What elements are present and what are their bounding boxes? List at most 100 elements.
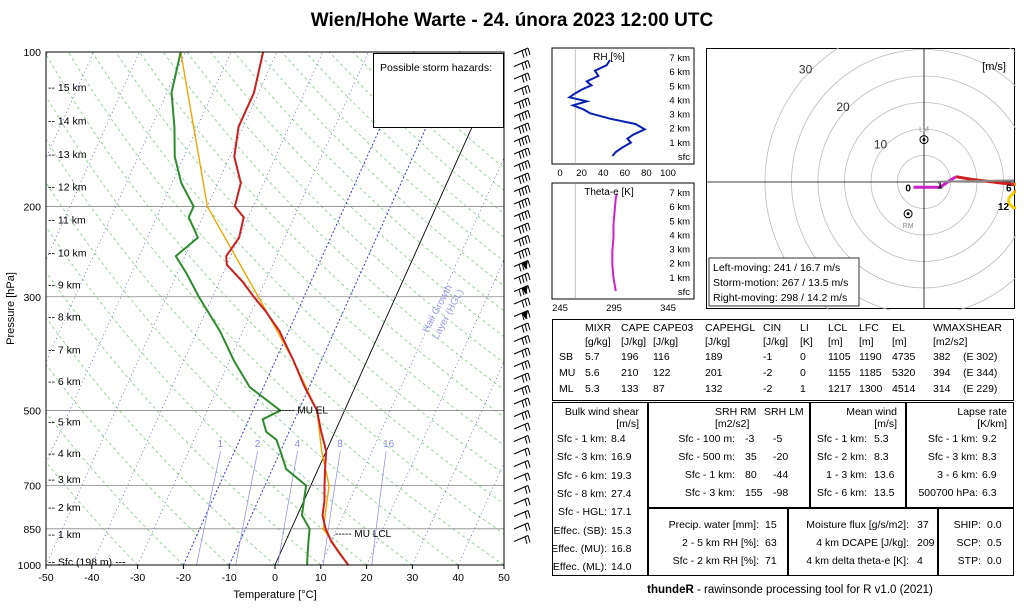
wind-barb xyxy=(513,372,531,383)
barb-pennant xyxy=(522,310,528,320)
param-row-label: ML xyxy=(559,383,574,395)
param-unit: [J/kg] xyxy=(705,336,731,348)
box-row-label: 4 km delta theta-e [K]: xyxy=(806,555,909,567)
temperature-curve xyxy=(225,52,350,565)
barb-staff xyxy=(513,497,529,505)
panel-label: RH [%] xyxy=(593,52,625,63)
barb-flag xyxy=(527,322,531,331)
barb-flag xyxy=(524,61,528,69)
param-value: 4735 xyxy=(892,351,916,363)
level-label: 2 km xyxy=(669,124,690,135)
barb-flag xyxy=(524,499,528,507)
barb-staff xyxy=(513,322,529,330)
barb-flag xyxy=(527,285,531,293)
box-row-value: 209 xyxy=(917,537,935,549)
box-row-label: Sfc - 1 km: xyxy=(927,433,978,445)
level-label: 4 km xyxy=(669,230,690,241)
barb-flag xyxy=(521,412,525,421)
barb-flag xyxy=(524,374,528,382)
box-row-value: 71 xyxy=(765,555,777,567)
param-value: 87 xyxy=(653,383,665,395)
wind-barb xyxy=(513,397,531,408)
box-row-label: 3 - 6 km: xyxy=(937,469,978,481)
barb-flag xyxy=(518,226,522,235)
x-tick-label: 50 xyxy=(498,572,510,584)
wind-barb xyxy=(513,210,531,222)
param-header: CAPEHGL xyxy=(705,322,756,334)
param-value: 1217 xyxy=(828,383,852,395)
barb-flag xyxy=(527,435,531,443)
barb-flag xyxy=(524,174,528,182)
level-label: 1 km xyxy=(669,138,690,149)
y-axis-label: Pressure [hPa] xyxy=(5,272,17,345)
storm-hazards-label: Possible storm hazards: xyxy=(380,62,493,74)
barb-flag xyxy=(527,97,531,106)
height-label: -- 12 km xyxy=(48,182,87,194)
barb-flag xyxy=(524,474,528,482)
wind-barb xyxy=(513,60,531,71)
height-label: -- Sfc (198 m) --- xyxy=(48,557,126,569)
wind-barb xyxy=(513,410,531,421)
param-value: 196 xyxy=(621,351,639,363)
barb-pennant xyxy=(522,260,528,270)
parameters-table: MIXR [g/kg] CAPE [J/kg] CAPE03 [J/kg] CAPEHGL[… xyxy=(552,319,1014,401)
box-row-label: 1 - 3 km: xyxy=(826,469,867,481)
barb-staff xyxy=(513,135,529,142)
pressure-tick-label: 300 xyxy=(23,292,41,304)
wind-barb xyxy=(513,147,531,160)
box-row-label: Sfc - 6 km: xyxy=(816,487,867,499)
wind-barb xyxy=(513,522,531,532)
box-row-value: 8.3 xyxy=(874,451,889,463)
wind-barb xyxy=(513,160,531,172)
height-label: -- 2 km xyxy=(48,502,81,514)
param-header: CAPE03 xyxy=(653,322,694,334)
barb-flag xyxy=(521,275,525,283)
box-row-value: 27.4 xyxy=(611,487,632,500)
barb-staff xyxy=(513,360,529,367)
box-row-value: 16.9 xyxy=(611,451,632,464)
param-header: LFC xyxy=(859,322,879,334)
dry-adiabat xyxy=(67,52,504,505)
srh-unit: [m2/s2] xyxy=(715,418,750,430)
barb-flag xyxy=(527,210,531,218)
barb-flag xyxy=(527,260,531,268)
barb-staff xyxy=(513,472,529,480)
wind-barb xyxy=(513,135,531,147)
isotherm xyxy=(182,52,415,565)
barb-flag xyxy=(518,289,522,297)
wind-barb xyxy=(513,535,531,544)
x-tick-label: 30 xyxy=(407,572,419,584)
barb-flag xyxy=(524,224,528,232)
barb-flag xyxy=(521,225,525,233)
box-row-value: 15 xyxy=(765,519,777,531)
barb-flag xyxy=(524,349,528,357)
barb-flag xyxy=(527,497,531,506)
param-unit: [m] xyxy=(859,336,874,348)
x-tick-label: 0 xyxy=(272,572,278,584)
box-row-value: 6.9 xyxy=(982,469,997,481)
barb-flag xyxy=(527,310,531,318)
param-header: LCL xyxy=(828,322,848,334)
barb-flag xyxy=(527,47,531,56)
param-value: -2 xyxy=(763,367,773,379)
barb-staff xyxy=(513,97,529,105)
param-value: 1 xyxy=(800,383,806,395)
barb-staff xyxy=(513,172,529,180)
param-value: 5320 xyxy=(892,367,916,379)
panel-tick-label: 40 xyxy=(598,168,609,179)
wind-barbs-column xyxy=(513,47,531,544)
barb-flag xyxy=(521,387,525,396)
barb-flag xyxy=(518,214,522,222)
box-row-label: 4 km DCAPE [J/kg]: xyxy=(816,537,909,549)
barb-flag xyxy=(524,536,528,544)
dry-adiabat xyxy=(46,226,367,565)
barb-flag xyxy=(527,222,531,231)
box-row-value: 15.3 xyxy=(611,524,632,537)
barb-flag xyxy=(527,360,531,368)
barb-flag xyxy=(518,176,522,185)
box-row-value: 4 xyxy=(917,555,923,567)
barb-flag xyxy=(521,375,525,383)
barb-flag xyxy=(518,151,522,160)
barb-flag xyxy=(524,436,528,444)
